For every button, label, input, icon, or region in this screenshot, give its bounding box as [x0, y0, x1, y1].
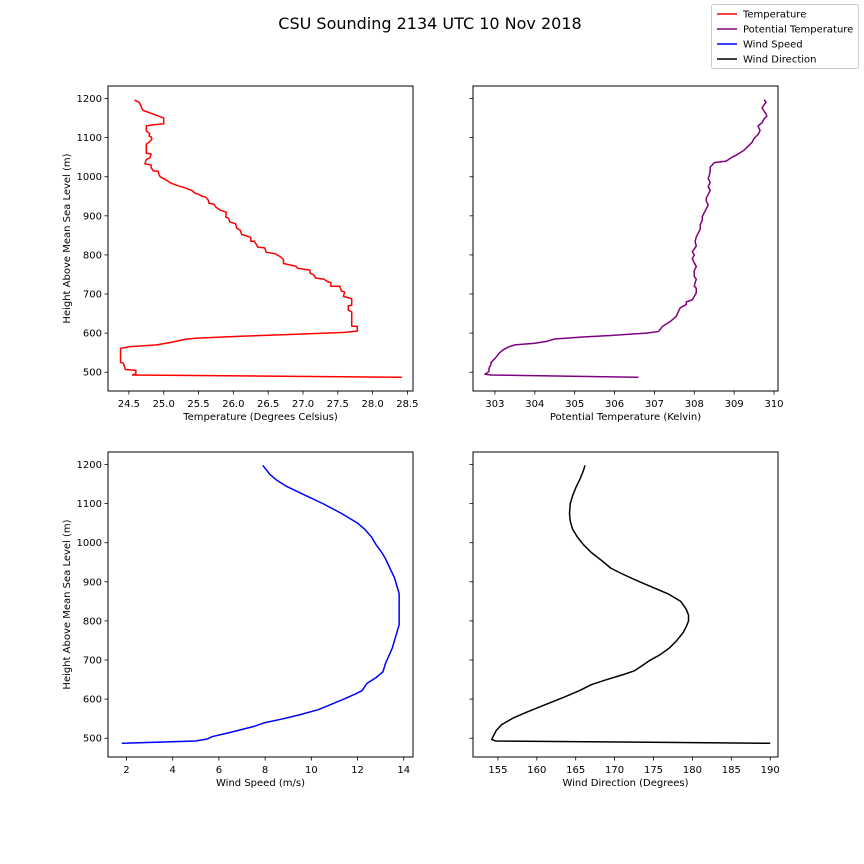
wind-speed-y-tick-label: 600 — [83, 695, 102, 706]
temperature-x-tick-label: 27.0 — [292, 399, 314, 410]
wind-speed-y-axis-label: Height Above Mean Sea Level (m) — [62, 519, 73, 689]
figure-title: CSU Sounding 2134 UTC 10 Nov 2018 — [278, 14, 581, 33]
wind-speed-x-tick-label: 10 — [305, 765, 318, 776]
legend-label-wind-direction: Wind Direction — [743, 55, 817, 66]
wind-direction-x-tick-label: 160 — [527, 765, 546, 776]
wind-speed-x-tick-label: 2 — [123, 765, 129, 776]
wind-speed-y-tick-label: 1100 — [77, 499, 102, 510]
wind-speed-y-tick-label: 700 — [83, 656, 102, 667]
wind-speed-x-tick-label: 4 — [170, 765, 176, 776]
legend-entry-potential-temperature: Potential Temperature — [717, 25, 853, 36]
temperature-x-tick-label: 26.5 — [257, 399, 279, 410]
potential-temperature-x-axis-label: Potential Temperature (Kelvin) — [550, 412, 701, 423]
temperature-x-tick-label: 28.0 — [361, 399, 383, 410]
legend-label-wind-speed: Wind Speed — [743, 40, 803, 51]
wind-direction-x-tick-label: 180 — [683, 765, 702, 776]
panel-wind-speed: 2 4 6 8 10 12 14 500 600 700 800 900 1000 1100 1200 Win… — [62, 451, 414, 789]
wind-speed-x-axis-label: Wind Speed (m/s) — [216, 778, 305, 789]
panel-wind-direction: 155 160 165 170 175 180 185 190 Wind Direction (… — [469, 451, 780, 789]
temperature-y-tick-label: 900 — [83, 211, 102, 222]
wind-speed-y-tick-label: 900 — [83, 577, 102, 588]
legend-label-temperature: Temperature — [742, 10, 806, 21]
temperature-y-tick-label: 1100 — [77, 133, 102, 144]
potential-temperature-axes-frame — [472, 85, 779, 392]
temperature-x-tick-label: 24.5 — [118, 399, 140, 410]
potential-temperature-x-tick-label: 307 — [645, 399, 664, 410]
wind-direction-x-tick-label: 170 — [605, 765, 624, 776]
potential-temperature-x-tick-label: 303 — [485, 399, 504, 410]
temperature-y-tick-label: 1200 — [77, 94, 102, 105]
temperature-y-tick-label: 500 — [83, 368, 102, 379]
potential-temperature-x-tick-label: 309 — [725, 399, 744, 410]
wind-direction-line — [490, 465, 771, 745]
potential-temperature-line — [484, 99, 768, 379]
wind-direction-x-tick-label: 175 — [644, 765, 663, 776]
temperature-axes-frame — [107, 85, 414, 392]
wind-speed-line — [121, 464, 400, 745]
wind-speed-x-tick-label: 12 — [351, 765, 364, 776]
temperature-y-axis-label: Height Above Mean Sea Level (m) — [62, 153, 73, 323]
potential-temperature-x-tick-label: 304 — [525, 399, 544, 410]
panel-temperature: 24.5 25.0 25.5 26.0 26.5 27.0 27.5 28.0 28.5 500 6… — [62, 85, 419, 423]
legend: Temperature Potential Temperature Wind S… — [711, 4, 859, 69]
temperature-y-tick-label: 1000 — [77, 172, 102, 183]
legend-entry-wind-speed: Wind Speed — [717, 40, 803, 51]
potential-temperature-x-tick-label: 306 — [605, 399, 624, 410]
temperature-x-tick-label: 25.5 — [187, 399, 209, 410]
wind-direction-x-tick-label: 185 — [722, 765, 741, 776]
wind-direction-x-tick-label: 165 — [566, 765, 585, 776]
legend-label-potential-temperature: Potential Temperature — [743, 25, 853, 36]
potential-temperature-x-tick-label: 310 — [764, 399, 783, 410]
wind-direction-axes-frame — [472, 451, 779, 758]
wind-speed-x-tick-label: 8 — [262, 765, 268, 776]
potential-temperature-x-tick-label: 305 — [565, 399, 584, 410]
panel-potential-temperature: 303 304 305 306 307 308 309 310 Potential Temper… — [469, 85, 784, 423]
wind-direction-x-tick-label: 155 — [488, 765, 507, 776]
wind-direction-x-axis-label: Wind Direction (Degrees) — [562, 778, 688, 789]
wind-speed-x-tick-label: 14 — [397, 765, 410, 776]
wind-speed-y-tick-label: 500 — [83, 734, 102, 745]
temperature-x-tick-label: 28.5 — [396, 399, 418, 410]
wind-speed-axes-frame — [107, 451, 414, 758]
temperature-y-tick-label: 600 — [83, 329, 102, 340]
wind-speed-y-tick-label: 800 — [83, 616, 102, 627]
temperature-y-tick-label: 700 — [83, 290, 102, 301]
temperature-line — [119, 99, 402, 379]
temperature-x-tick-label: 25.0 — [153, 399, 175, 410]
temperature-x-tick-label: 26.0 — [222, 399, 244, 410]
potential-temperature-x-tick-label: 308 — [685, 399, 704, 410]
legend-frame — [711, 4, 859, 69]
wind-direction-x-tick-label: 190 — [761, 765, 780, 776]
wind-speed-x-tick-label: 6 — [216, 765, 222, 776]
temperature-x-tick-label: 27.5 — [327, 399, 349, 410]
temperature-x-axis-label: Temperature (Degrees Celsius) — [182, 412, 338, 423]
wind-speed-y-tick-label: 1000 — [77, 538, 102, 549]
wind-speed-y-tick-label: 1200 — [77, 460, 102, 471]
legend-entry-temperature: Temperature — [717, 10, 806, 21]
temperature-y-tick-label: 800 — [83, 250, 102, 261]
legend-entry-wind-direction: Wind Direction — [717, 55, 817, 66]
